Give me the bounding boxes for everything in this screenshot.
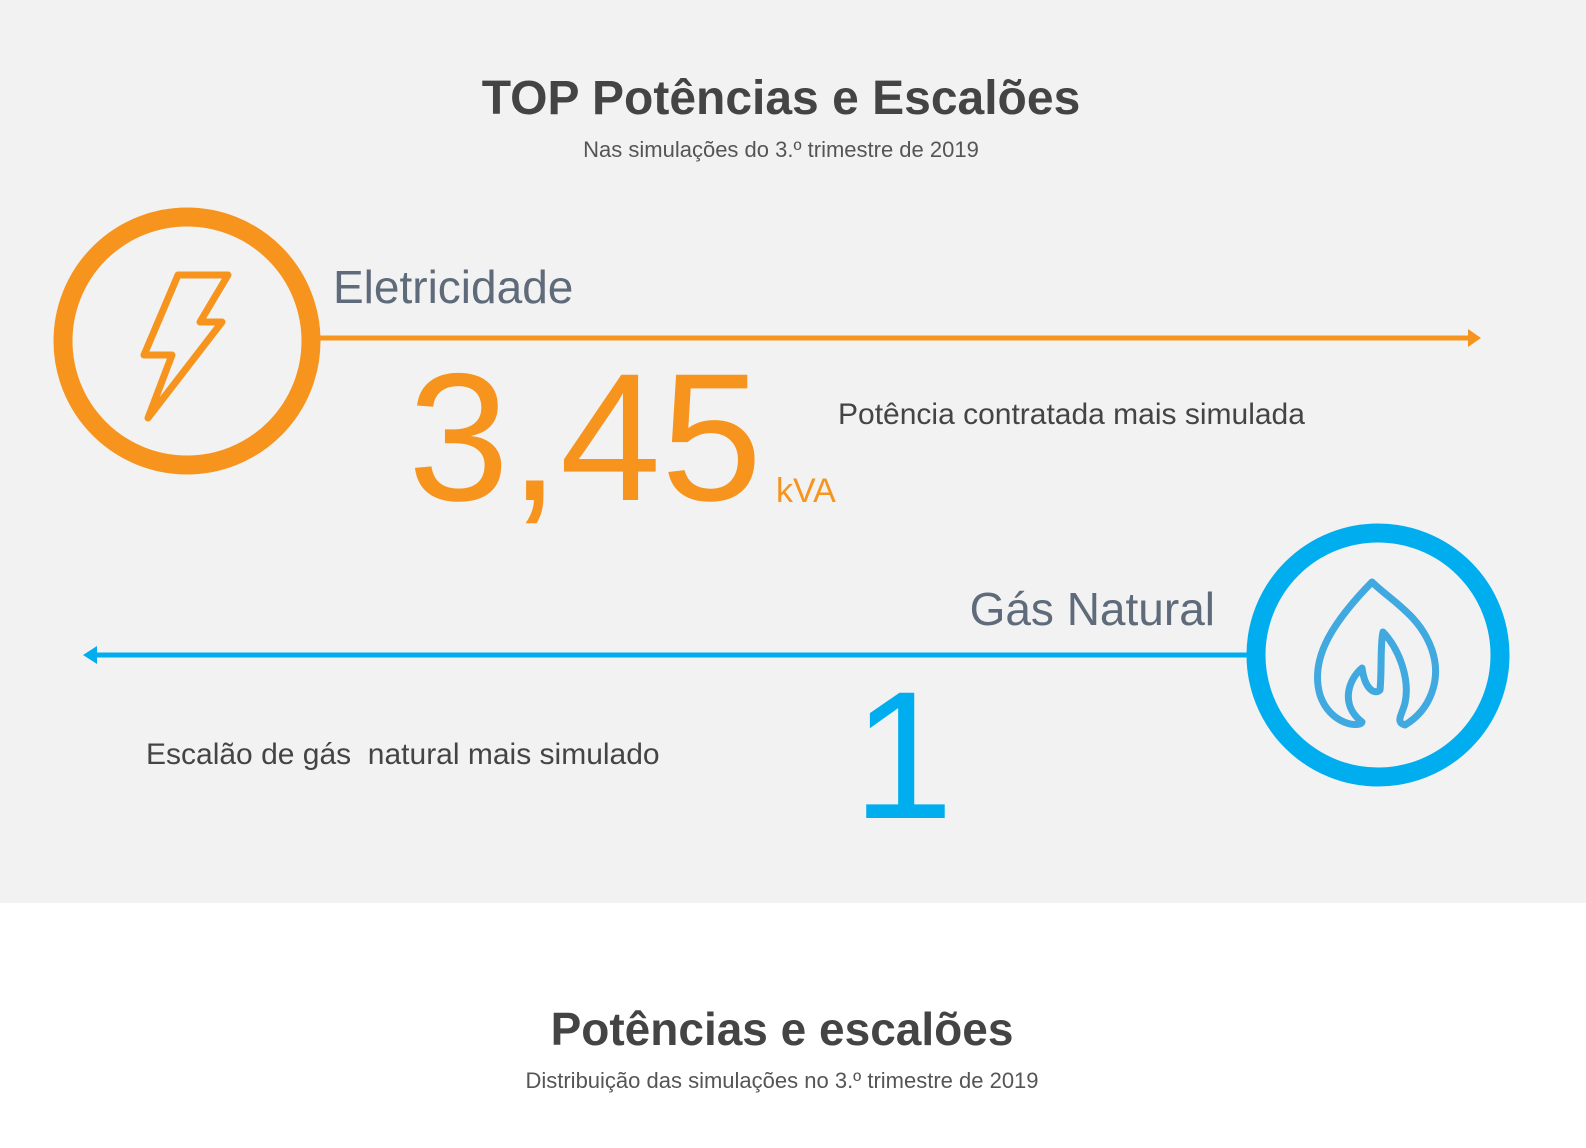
electricity-arrow-head [1468, 329, 1481, 347]
electricity-value: 3,45 [408, 335, 762, 539]
electricity-circle [53, 207, 321, 475]
electricity-block: Eletricidade 3,45 kVA Potência contratad… [53, 207, 1481, 539]
section-subtitle: Distribuição das simulações no 3.º trime… [525, 1068, 1038, 1093]
electricity-description: Potência contratada mais simulada [838, 398, 1305, 431]
gas-description: Escalão de gás natural mais simulado [146, 738, 660, 771]
gas-block: Gás Natural 1 Escalão de gás natural mai… [83, 523, 1510, 857]
gas-value: 1 [852, 653, 953, 857]
flame-icon [1313, 578, 1439, 729]
gas-arrow-head [83, 646, 97, 664]
top-title: TOP Potências e Escalões [482, 72, 1081, 125]
top-subtitle: Nas simulações do 3.º trimestre de 2019 [583, 137, 979, 162]
electricity-unit: kVA [776, 472, 836, 510]
section-title: Potências e escalões [551, 1003, 1014, 1055]
gas-circle [1246, 523, 1510, 787]
bolt-icon [140, 271, 232, 422]
gas-label: Gás Natural [970, 583, 1215, 635]
electricity-label: Eletricidade [333, 261, 573, 313]
